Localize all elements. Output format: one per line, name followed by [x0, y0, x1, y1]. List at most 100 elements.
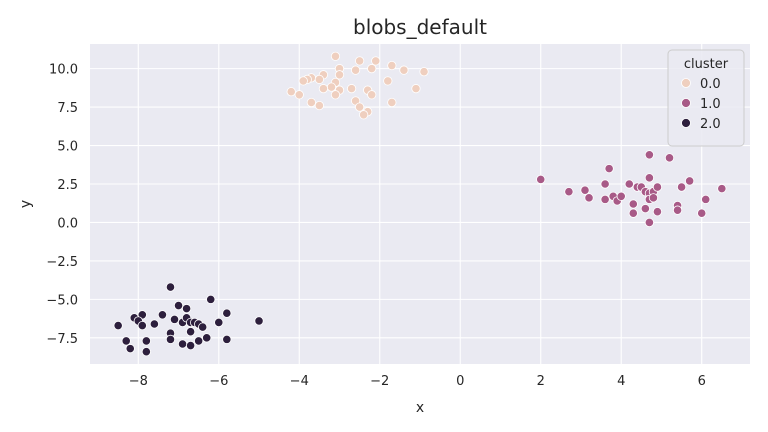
data-points [113, 51, 727, 357]
data-point-cluster-0 [346, 84, 357, 94]
legend-marker [681, 118, 691, 128]
data-point-cluster-0 [399, 65, 409, 75]
data-point-cluster-0 [314, 100, 324, 111]
data-point-cluster-2 [254, 316, 264, 326]
data-point-cluster-1 [648, 193, 659, 203]
y-tick-label: 10.0 [49, 63, 78, 78]
data-point-cluster-2 [137, 320, 147, 331]
data-point-cluster-0 [367, 90, 377, 100]
x-tick-label: 4 [617, 374, 625, 389]
data-point-cluster-2 [222, 308, 232, 318]
data-point-cluster-2 [177, 339, 188, 349]
data-point-cluster-2 [173, 300, 184, 311]
data-point-cluster-0 [351, 65, 361, 75]
y-tick-label: 0.0 [57, 216, 78, 231]
data-point-cluster-1 [652, 207, 663, 217]
data-point-cluster-1 [685, 176, 695, 186]
y-tick-label: 5.0 [57, 140, 78, 155]
data-point-cluster-1 [644, 173, 654, 183]
y-tick-label: −2.5 [46, 255, 78, 270]
legend-marker [681, 98, 691, 108]
data-point-cluster-1 [697, 208, 707, 218]
data-point-cluster-1 [600, 194, 610, 204]
data-point-cluster-0 [286, 87, 296, 97]
x-tick-label: 6 [698, 374, 706, 389]
data-point-cluster-0 [330, 51, 341, 61]
legend-title: cluster [684, 57, 729, 72]
data-point-cluster-0 [383, 76, 393, 86]
legend-marker [681, 78, 691, 88]
data-point-cluster-1 [564, 187, 574, 197]
legend-label: 2.0 [700, 117, 721, 132]
data-point-cluster-1 [644, 217, 654, 228]
y-tick-label: 7.5 [57, 101, 78, 116]
y-axis-ticks: −7.5 −5.0 −2.5 0.0 2.5 5.0 7.5 10.0 [46, 63, 78, 347]
data-point-cluster-1 [701, 194, 711, 204]
x-tick-label: 2 [537, 374, 545, 389]
chart-title: blobs_default [353, 15, 487, 39]
data-point-cluster-1 [616, 191, 626, 201]
data-point-cluster-1 [628, 199, 638, 209]
data-point-cluster-1 [580, 185, 590, 195]
data-point-cluster-2 [165, 282, 176, 292]
data-point-cluster-1 [717, 184, 727, 194]
x-tick-label: −6 [209, 374, 228, 389]
data-point-cluster-1 [536, 174, 546, 184]
data-point-cluster-0 [371, 56, 381, 66]
data-point-cluster-0 [419, 67, 429, 77]
data-point-cluster-1 [676, 182, 687, 192]
x-tick-label: −4 [290, 374, 309, 389]
data-point-cluster-0 [326, 82, 337, 92]
data-point-cluster-2 [141, 347, 151, 357]
data-point-cluster-0 [314, 74, 324, 84]
y-tick-label: 2.5 [57, 178, 78, 193]
data-point-cluster-2 [149, 319, 159, 329]
data-point-cluster-0 [355, 102, 365, 112]
data-point-cluster-1 [640, 204, 650, 214]
x-axis-label: x [416, 400, 424, 416]
data-point-cluster-1 [584, 193, 594, 203]
data-point-cluster-1 [628, 208, 638, 218]
data-point-cluster-1 [604, 164, 614, 174]
x-axis-ticks: −8 −6 −4 −2 0 2 4 6 [129, 374, 706, 389]
legend-label: 1.0 [700, 97, 721, 112]
data-point-cluster-0 [367, 64, 377, 74]
data-point-cluster-2 [181, 304, 192, 314]
y-axis-label: y [18, 200, 34, 208]
data-point-cluster-2 [125, 344, 135, 354]
data-point-cluster-2 [214, 317, 224, 328]
data-point-cluster-1 [652, 182, 663, 192]
data-point-cluster-0 [359, 110, 369, 120]
data-point-cluster-0 [355, 56, 365, 66]
data-point-cluster-1 [600, 179, 610, 189]
data-point-cluster-2 [169, 314, 180, 324]
y-tick-label: −7.5 [46, 332, 78, 347]
data-point-cluster-0 [387, 60, 397, 71]
legend-label: 0.0 [700, 77, 721, 92]
data-point-cluster-2 [113, 320, 123, 331]
data-point-cluster-2 [121, 336, 131, 346]
data-point-cluster-1 [664, 153, 675, 163]
data-point-cluster-2 [165, 334, 176, 344]
data-point-cluster-1 [644, 150, 654, 160]
data-point-cluster-0 [330, 90, 341, 100]
x-tick-label: 0 [456, 374, 464, 389]
data-point-cluster-0 [294, 90, 304, 100]
data-point-cluster-2 [222, 334, 232, 344]
legend-entries: 0.0 1.0 2.0 [681, 77, 721, 132]
data-point-cluster-0 [387, 97, 397, 108]
x-tick-label: −8 [129, 374, 148, 389]
x-tick-label: −2 [370, 374, 389, 389]
data-point-cluster-2 [198, 322, 208, 332]
data-point-cluster-1 [624, 179, 634, 189]
data-point-cluster-0 [318, 84, 329, 94]
legend: cluster 0.0 1.0 2.0 [667, 49, 745, 147]
data-point-cluster-2 [194, 336, 204, 346]
data-point-cluster-2 [202, 333, 212, 343]
data-point-cluster-2 [186, 327, 196, 337]
plot-background [90, 44, 750, 364]
data-point-cluster-2 [157, 310, 168, 320]
data-point-cluster-1 [672, 205, 683, 215]
data-point-cluster-2 [186, 340, 196, 351]
